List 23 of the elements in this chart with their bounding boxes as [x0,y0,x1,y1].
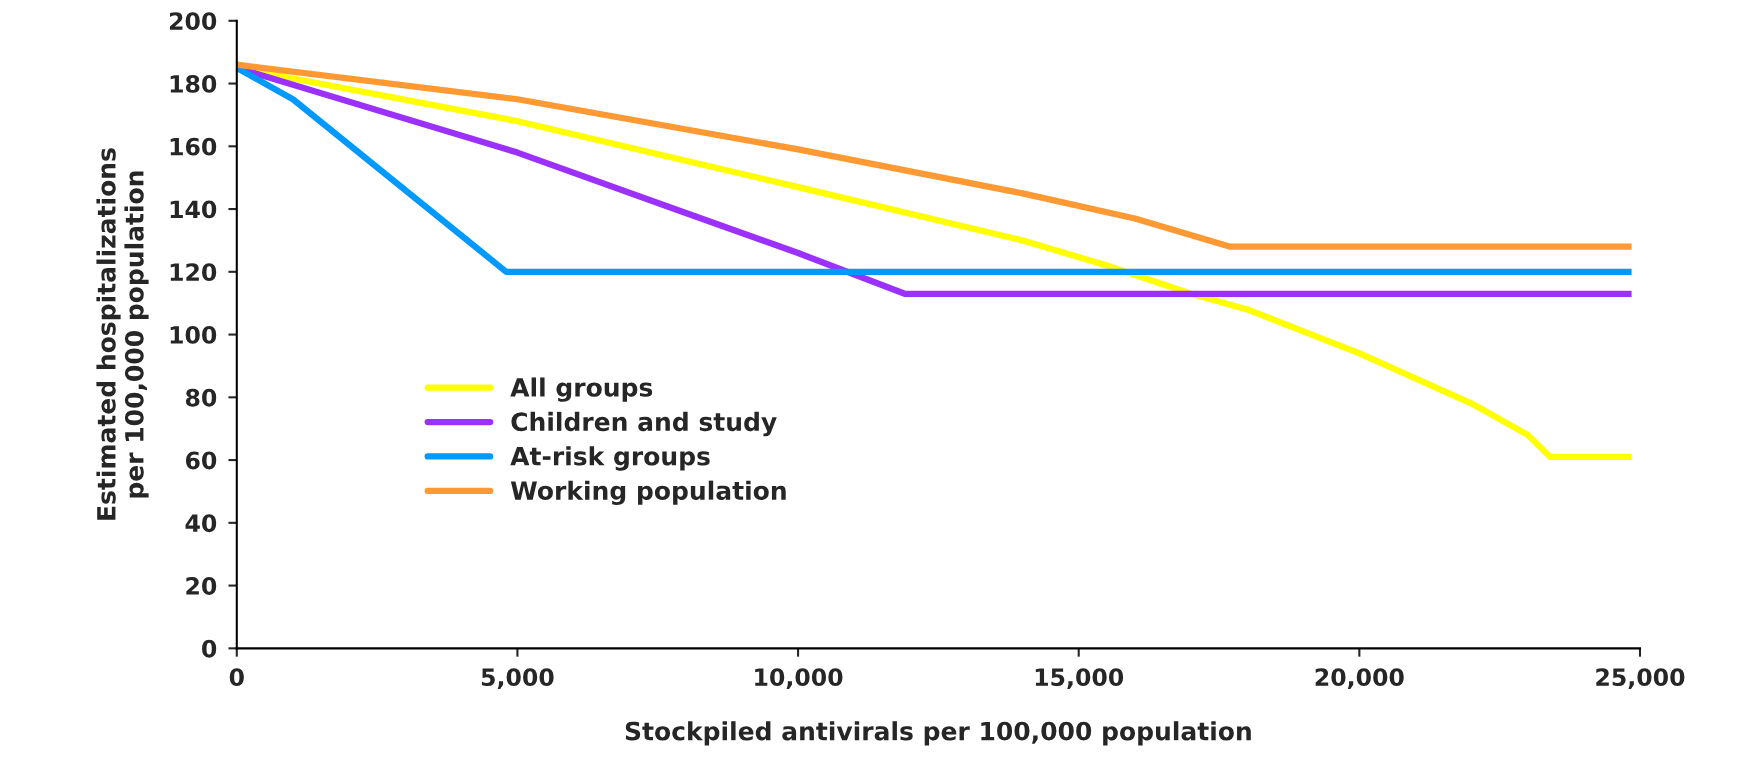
y-tick-label: 20 [186,577,217,595]
y-tick-label: 120 [170,263,217,282]
legend-label: Children and study [511,411,777,437]
y-tick-label: 100 [170,326,217,344]
y-tick-label: 80 [185,388,217,407]
legend-label: Working population [510,480,786,506]
y-tick-label: 40 [185,514,217,533]
x-tick-label: 10,000 [755,668,843,690]
legend-label: At-risk groups [510,446,710,471]
y-tick-label: 200 [169,12,217,31]
x-tick-label: 5,000 [481,668,554,690]
y-tick-label: 180 [170,74,217,93]
x-axis-title: Stockpiled antivirals per 100,000 population [625,721,1251,746]
x-tick-label: 20,000 [1315,668,1404,690]
x-tick-label: 15,000 [1035,668,1124,690]
y-tick-label: 60 [185,451,217,470]
x-tick-label: 0 [229,668,244,687]
x-tick-label: 25,000 [1596,668,1685,690]
y-tick-label: 140 [170,200,217,219]
legend-label: All groups [510,377,653,402]
y-axis-title: Estimated hospitalizations per 100,000 population [96,148,149,520]
y-tick-label: 160 [170,137,217,156]
y-tick-label: 0 [202,639,217,658]
